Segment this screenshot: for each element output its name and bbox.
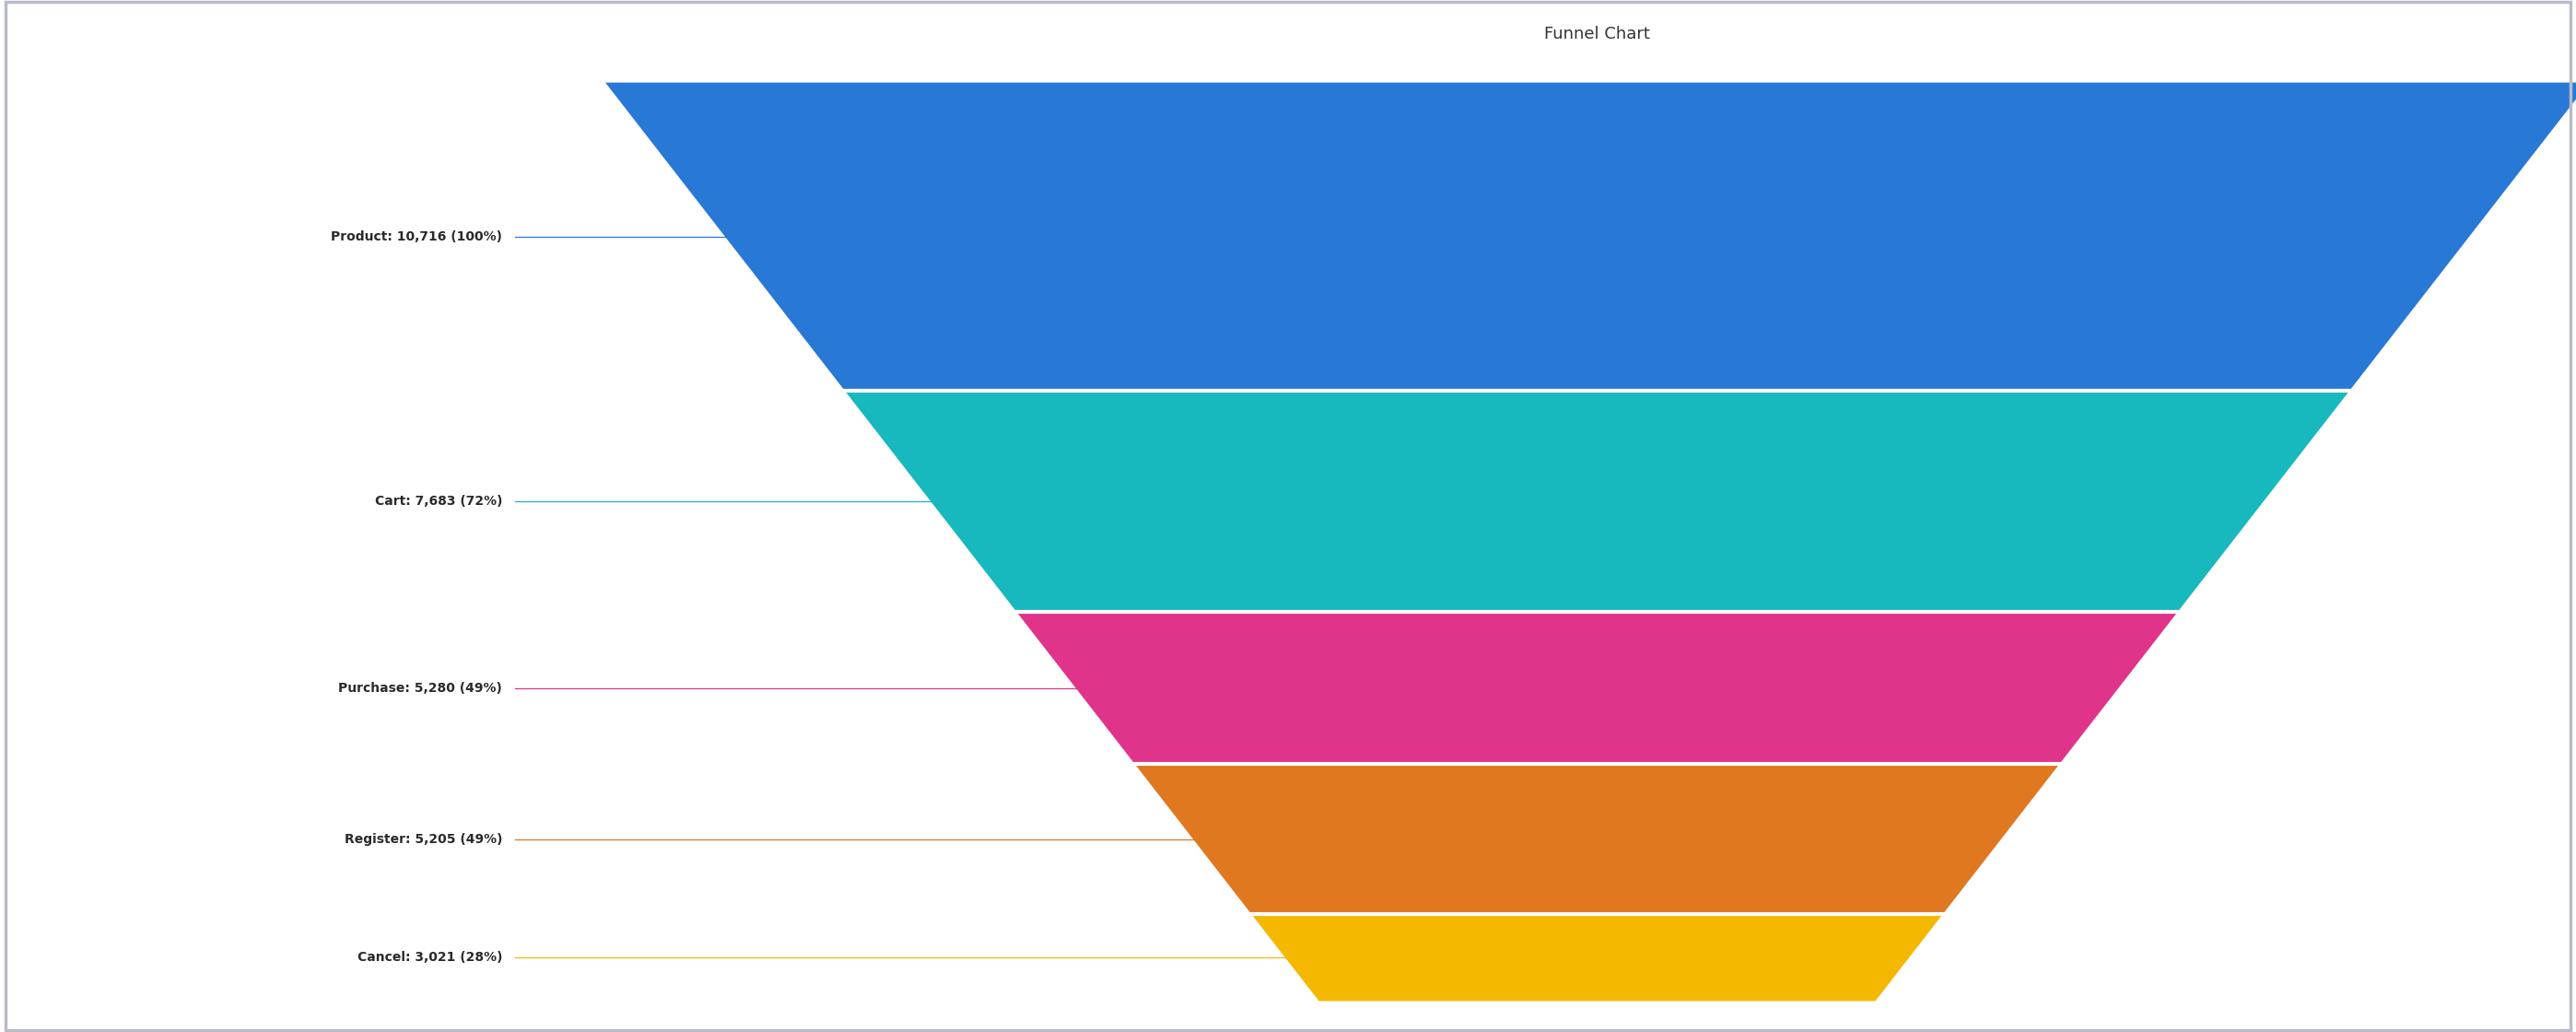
Text: Register: 5,205 (49%): Register: 5,205 (49%) <box>345 833 502 845</box>
Polygon shape <box>845 391 2349 612</box>
Polygon shape <box>1136 765 2058 914</box>
Text: Funnel Chart: Funnel Chart <box>1543 26 1651 42</box>
Text: Cart: 7,683 (72%): Cart: 7,683 (72%) <box>374 495 502 508</box>
Polygon shape <box>1252 914 1942 1001</box>
Polygon shape <box>605 83 2576 391</box>
Text: Cancel: 3,021 (28%): Cancel: 3,021 (28%) <box>358 952 502 964</box>
Polygon shape <box>1018 612 2177 765</box>
Text: Product: 10,716 (100%): Product: 10,716 (100%) <box>330 230 502 244</box>
Text: Purchase: 5,280 (49%): Purchase: 5,280 (49%) <box>337 682 502 695</box>
